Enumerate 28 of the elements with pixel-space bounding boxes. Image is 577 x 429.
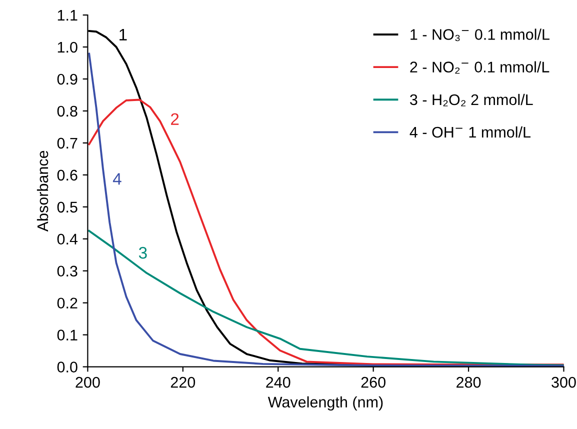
y-tick-label: 0.9 [57, 74, 78, 85]
y-tick-label: 0.6 [57, 170, 78, 181]
y-axis-title: Absorbance [36, 150, 48, 232]
legend-label: 4 - OH$^{−}$ 1 mmol/L [410, 126, 531, 138]
x-tick-label: 280 [456, 376, 481, 388]
y-tick-label: 0.1 [57, 330, 78, 340]
y-tick-label: 0.8 [57, 106, 78, 117]
legend-label: 3 - H₂O₂ 2 mmol/L [410, 94, 533, 106]
y-tick-label: 0.0 [57, 362, 78, 372]
annotation: 4 [112, 173, 122, 185]
legend-label: 2 - NO₂$^{−}$ 0.1 mmol/L [410, 61, 550, 74]
x-tick-label: 220 [170, 376, 196, 388]
y-tick-label: 0.4 [57, 234, 78, 245]
y-tick-label: 1.1 [58, 10, 78, 21]
x-tick-label: 300 [552, 376, 576, 388]
legend-label: 1 - NO₃$^{−}$ 0.1 mmol/L [410, 28, 550, 42]
x-tick-label: 200 [76, 376, 100, 388]
y-tick-label: 1.0 [58, 42, 78, 53]
x-axis-title: Wavelength (nm) [268, 396, 383, 411]
annotation: 1 [120, 28, 127, 40]
x-tick-label: 240 [266, 376, 290, 388]
y-tick-label: 0.7 [57, 138, 78, 149]
y-tick-label: 0.5 [57, 202, 78, 213]
y-tick-label: 0.3 [57, 266, 78, 277]
annotation: 3 [138, 246, 147, 259]
x-tick-label: 260 [361, 376, 386, 388]
y-tick-label: 0.2 [57, 298, 78, 309]
annotation: 2 [171, 113, 179, 125]
